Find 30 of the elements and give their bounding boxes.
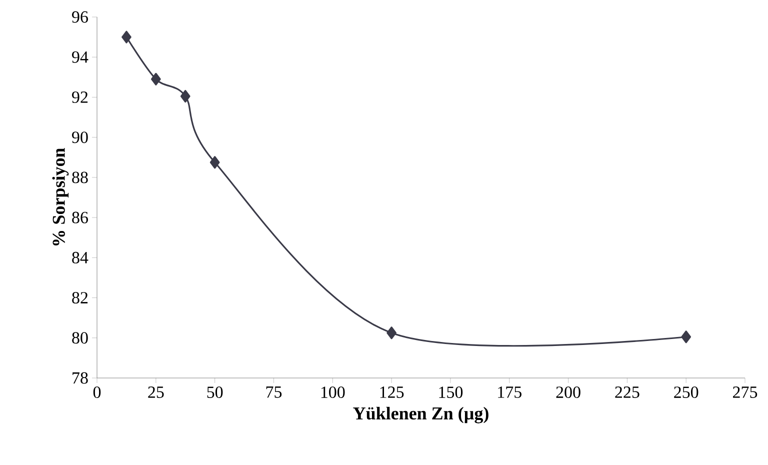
x-tick-label: 75 xyxy=(266,386,282,398)
x-tick-label: 50 xyxy=(207,386,223,398)
x-axis-title: Yüklenen Zn (µg) xyxy=(353,406,488,424)
y-tick-label: 78 xyxy=(72,372,88,384)
point xyxy=(122,30,132,44)
y-tick-label: 84 xyxy=(72,252,88,264)
x-tick-label: 275 xyxy=(733,386,758,398)
x-tick-label: 225 xyxy=(615,386,640,398)
point xyxy=(386,326,396,340)
point xyxy=(180,90,190,103)
y-tick-label: 94 xyxy=(72,51,88,63)
y-tick-label: 82 xyxy=(72,292,88,304)
x-tick-label: 250 xyxy=(674,386,698,398)
y-tick-label: 80 xyxy=(72,332,88,344)
y-tick-label: 92 xyxy=(72,91,88,103)
y-tick-label: 96 xyxy=(72,11,88,23)
y-axis-title: % Sorpsiyon xyxy=(52,148,69,246)
point xyxy=(150,72,161,86)
x-tick-label: 200 xyxy=(556,386,580,398)
x-tick-label: 150 xyxy=(439,386,463,398)
x-tick-label: 100 xyxy=(321,386,345,398)
y-tick-label: 86 xyxy=(72,212,88,224)
x-tick-label: 0 xyxy=(93,386,101,398)
point xyxy=(210,156,220,169)
point xyxy=(681,330,692,344)
y-tick-label: 90 xyxy=(72,132,88,144)
x-tick-label: 175 xyxy=(498,386,522,398)
y-tick-label: 88 xyxy=(72,172,88,184)
x-tick-label: 25 xyxy=(148,386,164,398)
x-tick-label: 125 xyxy=(380,386,404,398)
